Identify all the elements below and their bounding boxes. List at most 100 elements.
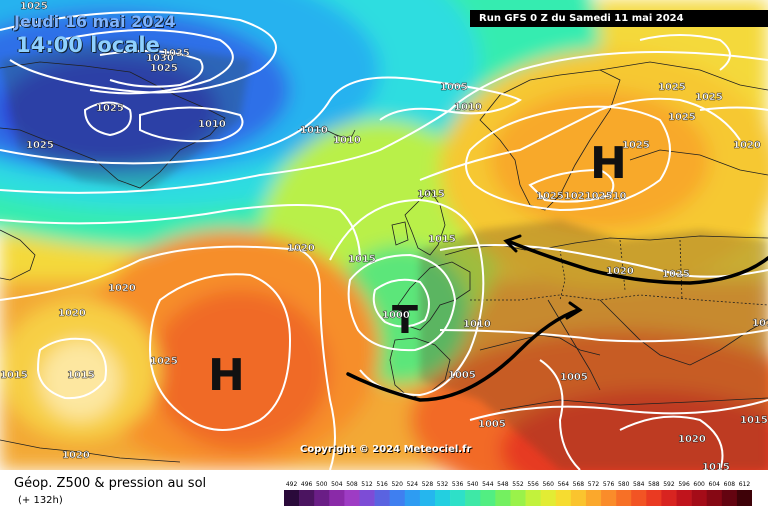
scale-swatch — [419, 490, 436, 506]
scale-tick-label: 600 — [693, 481, 705, 488]
isobar-label: 1030 — [146, 53, 174, 64]
isobar-label: 1020 — [108, 283, 136, 294]
scale-tick-label: 560 — [542, 481, 554, 488]
weather-map: H T H 1025 1035 1030 1025 1025 1010 1010… — [0, 0, 768, 470]
isobar-label: 1025 — [26, 140, 54, 151]
color-scale-legend: 492 496 500 504 508 512 516 520 524 528 532 536 540 5… — [284, 481, 752, 506]
scale-swatch — [616, 490, 632, 506]
scale-swatch — [570, 490, 587, 506]
scale-tick-label: 576 — [603, 481, 615, 488]
scale-swatch — [359, 490, 375, 506]
high-pressure-symbol-scandinavia: H — [590, 138, 627, 189]
scale-tick-label: 532 — [437, 481, 449, 488]
scale-tick-label: 512 — [361, 481, 373, 488]
isobar-label: 1015 — [752, 318, 768, 329]
isobar-label: 1015 — [428, 234, 456, 245]
scale-swatch — [631, 490, 647, 506]
scale-tick-label: 548 — [497, 481, 509, 488]
scale-tick-label: 500 — [316, 481, 328, 488]
isobar-label: 1015 — [0, 370, 28, 381]
isobar-label: 1025 — [20, 1, 48, 12]
scale-swatch — [344, 490, 360, 506]
scale-tick-label: 592 — [663, 481, 675, 488]
isobar-label: 1020 — [733, 140, 761, 151]
coastlines — [0, 61, 768, 463]
high-pressure-symbol-azores: H — [208, 350, 245, 401]
scale-swatch — [480, 490, 496, 506]
scale-tick-label: 504 — [331, 481, 343, 488]
scale-tick-label: 612 — [739, 481, 751, 488]
isobar-label: 1015 — [417, 189, 445, 200]
isobar-label: 1010 — [463, 319, 491, 330]
scale-swatch — [706, 490, 723, 506]
scale-swatch — [691, 490, 708, 506]
isobar-label: 1025 — [622, 140, 650, 151]
map-title: Géop. Z500 & pression au sol — [14, 476, 207, 491]
isobar-label: 1005 — [440, 82, 468, 93]
scale-swatch — [585, 490, 602, 506]
jet-stream-arrows — [346, 234, 768, 402]
scale-tick-label: 564 — [558, 481, 570, 488]
scale-swatch — [525, 490, 541, 506]
isobar-label: 1025 — [662, 269, 690, 280]
copyright-notice: Copyright © 2024 Meteociel.fr — [300, 444, 472, 455]
scale-swatch — [601, 490, 617, 506]
isobar-label: 1000 — [382, 310, 410, 321]
model-run-banner: Run GFS 0 Z du Samedi 11 mai 2024 — [470, 10, 768, 27]
isobar-label: 1025 — [668, 112, 696, 123]
isobar-label: 1020 — [62, 450, 90, 461]
isobar-label: 1035 — [162, 48, 190, 59]
scale-tick-label: 604 — [709, 481, 721, 488]
isobar-label: 1025 — [150, 63, 178, 74]
scale-tick-label: 492 — [286, 481, 298, 488]
isobar-label: 1025102102510 — [536, 191, 626, 202]
scale-swatch — [404, 490, 421, 506]
scale-swatch — [284, 490, 300, 506]
scale-swatch — [721, 490, 738, 506]
scale-swatch — [510, 490, 526, 506]
scale-swatch — [450, 490, 466, 506]
scale-tick-label: 528 — [422, 481, 434, 488]
isobars — [0, 11, 768, 470]
scale-tick-label: 588 — [648, 481, 660, 488]
scale-swatch — [299, 490, 315, 506]
scale-swatch — [540, 490, 557, 506]
forecast-lead-time: (+ 132h) — [18, 495, 63, 506]
scale-swatch — [495, 490, 511, 506]
isobar-label: 1025 — [695, 92, 723, 103]
scale-tick-label: 596 — [678, 481, 690, 488]
isobar-label: 1005 — [478, 419, 506, 430]
scale-tick-label: 608 — [724, 481, 736, 488]
isobar-label: 1010 — [454, 102, 482, 113]
isobar-label: 1015 — [702, 462, 730, 470]
isobar-label: 1025 — [658, 82, 686, 93]
isobar-label: 1010 — [198, 119, 226, 130]
scale-swatch — [329, 490, 345, 506]
pressure-centers: H T H — [208, 138, 627, 401]
scale-swatch — [465, 490, 481, 506]
scale-tick-label: 520 — [391, 481, 403, 488]
isobar-label: 1020 — [606, 266, 634, 277]
isobar-label: 1010 — [333, 135, 361, 146]
scale-swatch — [389, 490, 406, 506]
isobar-label: 1015 — [740, 415, 768, 426]
scale-tick-label: 496 — [301, 481, 313, 488]
isobar-label: 1025 — [96, 103, 124, 114]
low-pressure-symbol-biscay: T — [392, 298, 418, 342]
scale-tick-label: 572 — [588, 481, 600, 488]
scale-tick-label: 556 — [527, 481, 539, 488]
isobar-label: 1020 — [678, 434, 706, 445]
isobar-label: 1025 — [150, 356, 178, 367]
isobar-labels: 1025 1035 1030 1025 1025 1010 1010 1010 … — [0, 1, 768, 470]
scale-swatch — [314, 490, 330, 506]
scale-swatch — [374, 490, 390, 506]
scale-swatch — [661, 490, 677, 506]
scale-tick-label: 552 — [512, 481, 524, 488]
forecast-time: 14:00 locale — [16, 33, 160, 57]
isobar-label: 1005 — [448, 370, 476, 381]
scale-tick-label: 544 — [482, 481, 494, 488]
isobar-label: 1020 — [58, 308, 86, 319]
scale-tick-label: 584 — [633, 481, 645, 488]
scale-tick-label: 516 — [376, 481, 388, 488]
scale-tick-label: 508 — [346, 481, 358, 488]
